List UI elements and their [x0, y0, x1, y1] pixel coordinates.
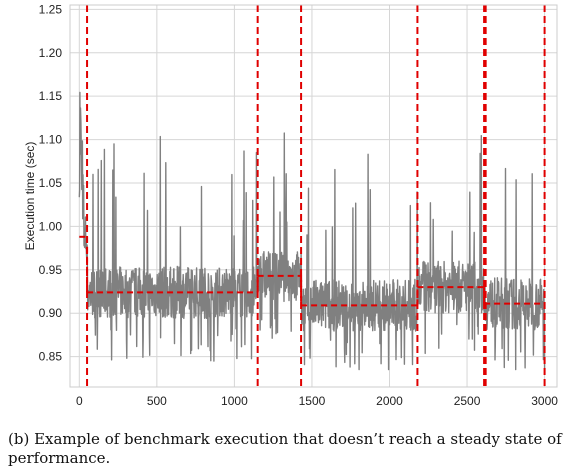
changepoint-lines	[86, 5, 546, 387]
plot-frame	[69, 4, 558, 388]
x-tick-label: 3000	[531, 394, 558, 408]
y-tick-label: 0.85	[39, 350, 63, 364]
y-tick-label: 1.10	[39, 133, 63, 147]
x-tick-label: 2000	[376, 394, 403, 408]
y-tick-label: 1.25	[39, 2, 63, 16]
y-tick-label: 0.95	[39, 263, 63, 277]
grid-lines	[70, 5, 557, 387]
x-tick-label: 1000	[221, 394, 248, 408]
execution-time-chart: 0 500 1000 1500 2000 2500 3000 0.85 0.90 0.95 1.0…	[23, 2, 558, 408]
y-tick-label: 1.20	[39, 46, 63, 60]
y-tick-label: 1.05	[39, 176, 63, 190]
x-tick-label: 500	[147, 394, 167, 408]
execution-time-series	[78, 91, 546, 371]
y-tick-label: 0.90	[39, 306, 63, 320]
x-tick-labels: 0 500 1000 1500 2000 2500 3000	[76, 394, 558, 408]
x-tick-label: 0	[76, 394, 83, 408]
y-tick-label: 1.00	[39, 219, 63, 233]
execution-time-line	[78, 91, 546, 371]
y-tick-labels: 0.85 0.90 0.95 1.00 1.05 1.10 1.15 1.20 1.25	[39, 2, 63, 363]
y-tick-label: 1.15	[39, 89, 63, 103]
figure-caption: (b) Example of benchmark execution that …	[8, 430, 562, 467]
x-tick-label: 1500	[299, 394, 326, 408]
y-axis-title: Execution time (sec)	[23, 142, 37, 251]
x-tick-label: 2500	[454, 394, 481, 408]
